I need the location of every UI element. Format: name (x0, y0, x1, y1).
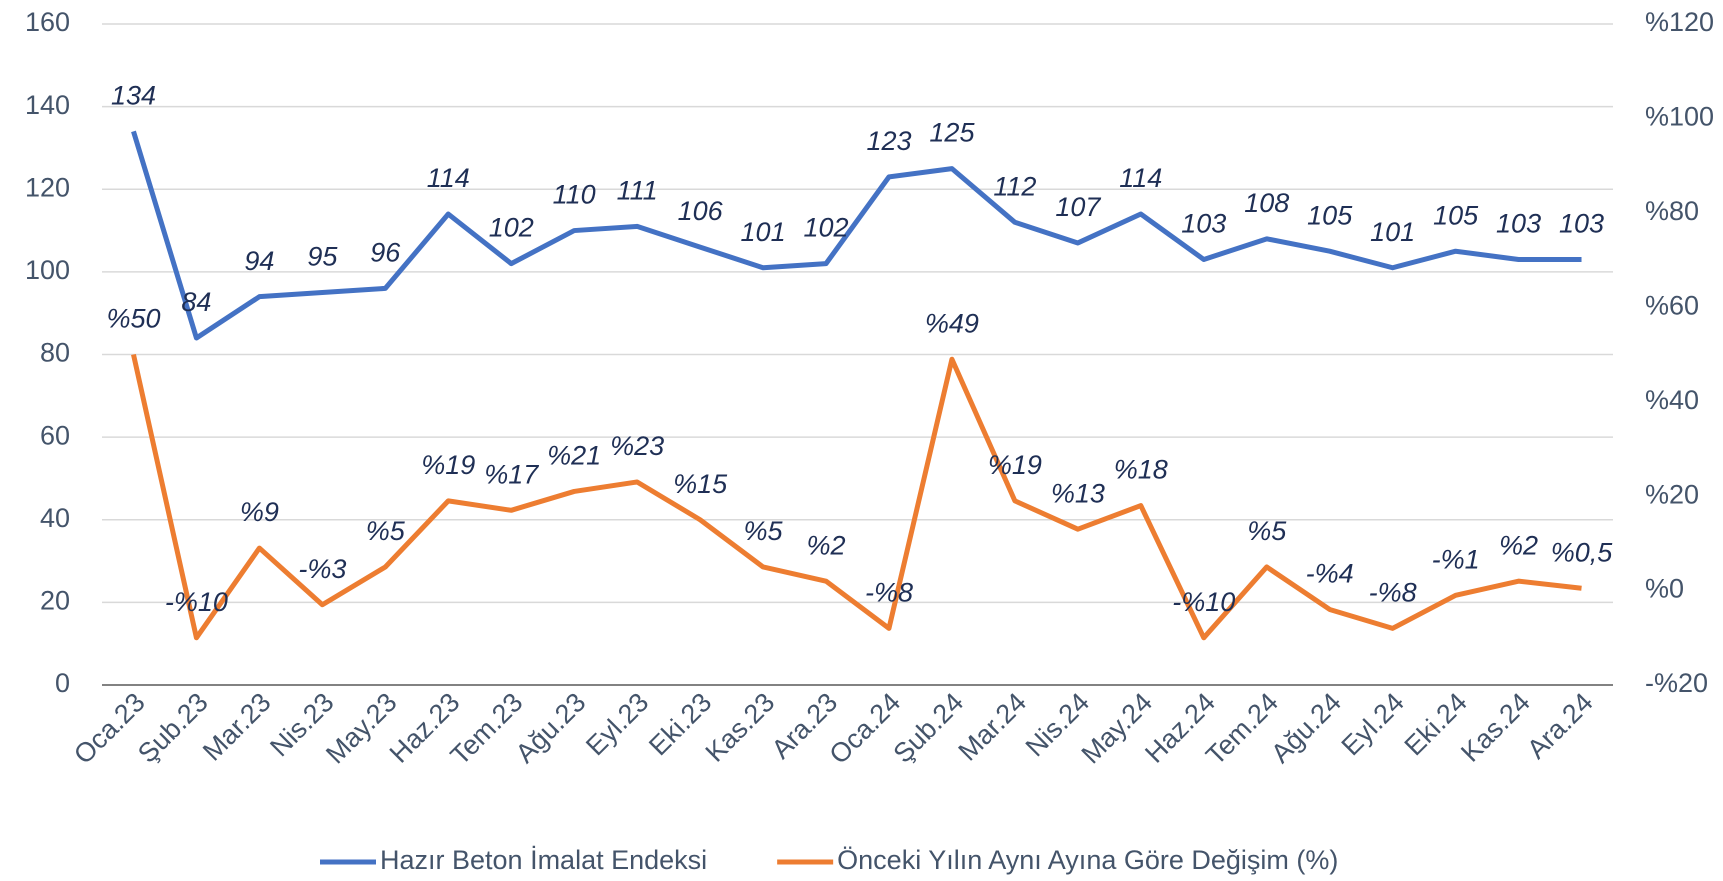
x-tick-label: Ağu.23 (510, 687, 592, 769)
x-tick-label: Ara.24 (1521, 687, 1598, 764)
x-tick-label: Şub.24 (887, 687, 969, 769)
data-label: %49 (925, 308, 979, 338)
data-label: 84 (181, 287, 211, 317)
x-tick-label: Eyl.23 (580, 687, 654, 761)
data-label: 134 (111, 81, 156, 111)
data-label: 110 (553, 180, 596, 210)
data-label: %2 (1499, 530, 1538, 560)
y-tick-label: 60 (40, 420, 70, 450)
y2-tick-label: %40 (1645, 385, 1699, 415)
y-tick-label: 40 (40, 503, 70, 533)
data-label: %17 (484, 459, 539, 489)
data-label: -%10 (165, 587, 228, 617)
data-label: 108 (1244, 188, 1289, 218)
series-line (131, 353, 1582, 641)
x-tick-label: Kas.23 (700, 687, 781, 768)
x-tick-label: May.24 (1076, 687, 1158, 769)
y2-tick-label: -%20 (1645, 668, 1708, 698)
data-label: %9 (240, 497, 279, 527)
y2-tick-label: %80 (1645, 196, 1699, 226)
data-label: -%8 (865, 577, 913, 607)
y-tick-label: 160 (25, 7, 70, 37)
data-label: 123 (866, 126, 911, 156)
data-label: 107 (1055, 192, 1101, 222)
data-label: -%1 (1432, 544, 1480, 574)
y2-tick-label: %120 (1645, 7, 1714, 37)
x-tick-label: Oca.23 (68, 687, 151, 770)
data-label: %5 (366, 516, 406, 546)
data-label: %5 (744, 516, 784, 546)
data-label: %50 (106, 304, 160, 334)
series-line (131, 130, 1582, 341)
x-tick-label: Şub.23 (132, 687, 214, 769)
y-tick-label: 100 (25, 255, 70, 285)
legend-label: Hazır Beton İmalat Endeksi (380, 844, 707, 875)
x-tick-label: Mar.24 (953, 687, 1033, 767)
data-label: %19 (988, 450, 1042, 480)
x-tick-label: Mar.23 (197, 687, 277, 767)
y2-tick-label: %100 (1645, 102, 1714, 132)
y-tick-label: 140 (25, 90, 70, 120)
data-label: 102 (803, 213, 848, 243)
data-label: 103 (1181, 209, 1226, 239)
data-label: %5 (1247, 516, 1287, 546)
x-tick-label: Tem.24 (1200, 687, 1284, 771)
data-label: 111 (617, 176, 658, 206)
data-label: -%3 (298, 554, 346, 584)
data-label: 114 (427, 163, 470, 193)
data-label: 125 (929, 118, 975, 148)
data-label: 105 (1433, 200, 1479, 230)
x-tick-label: Kas.24 (1455, 687, 1536, 768)
data-label: 103 (1496, 209, 1541, 239)
data-label: %13 (1051, 478, 1105, 508)
y2-tick-label: %60 (1645, 290, 1699, 320)
data-label: %19 (421, 450, 475, 480)
data-label: %15 (673, 469, 728, 499)
data-label: 114 (1119, 163, 1162, 193)
data-label: -%10 (1172, 587, 1235, 617)
data-label: 95 (307, 242, 338, 272)
data-label: -%4 (1306, 559, 1354, 589)
x-tick-label: Eyl.24 (1336, 687, 1410, 761)
data-label: 101 (741, 217, 786, 247)
data-label: 106 (678, 196, 724, 226)
data-label: 112 (993, 171, 1036, 201)
data-label: 103 (1559, 209, 1604, 239)
y2-tick-label: %20 (1645, 479, 1699, 509)
data-label: 102 (489, 213, 534, 243)
data-label: -%8 (1369, 577, 1417, 607)
x-tick-label: Oca.24 (823, 687, 906, 770)
data-label: 101 (1370, 217, 1415, 247)
x-tick-label: Tem.23 (445, 687, 529, 771)
y-tick-label: 120 (25, 172, 70, 202)
data-label: %2 (807, 530, 846, 560)
x-tick-label: May.23 (320, 687, 402, 769)
data-label: 94 (244, 246, 274, 276)
data-label: %0,5 (1551, 537, 1614, 567)
y-tick-label: 20 (40, 586, 70, 616)
data-label: %23 (610, 431, 664, 461)
x-tick-label: Ağu.24 (1265, 687, 1347, 769)
data-label: %21 (547, 441, 601, 471)
y2-tick-label: %0 (1645, 574, 1684, 604)
y-tick-label: 0 (55, 668, 70, 698)
y-tick-label: 80 (40, 338, 70, 368)
data-label: 105 (1307, 200, 1353, 230)
data-label: 96 (370, 238, 401, 268)
legend-label: Önceki Yılın Aynı Ayına Göre Değişim (%) (837, 845, 1338, 875)
data-label: %18 (1114, 455, 1168, 485)
